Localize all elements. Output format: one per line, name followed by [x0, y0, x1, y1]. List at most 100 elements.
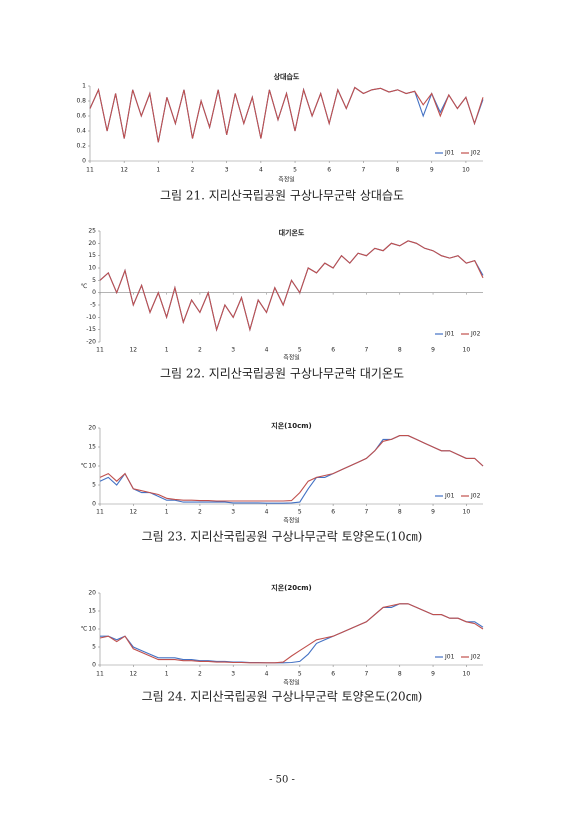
- x-tick-label: 2: [191, 167, 195, 174]
- legend-label: J02: [470, 331, 481, 338]
- x-tick-label: 6: [331, 347, 335, 354]
- chart-title: 대기온도: [279, 228, 305, 237]
- x-tick-label: 2: [198, 671, 202, 678]
- y-tick-label: 0: [82, 158, 86, 165]
- x-tick-label: 4: [265, 347, 269, 354]
- series-line: [99, 435, 484, 504]
- x-tick-label: 10: [463, 671, 471, 678]
- x-tick-label: 6: [331, 509, 335, 516]
- x-tick-label: 9: [431, 347, 435, 354]
- x-tick-label: 2: [198, 509, 202, 516]
- legend-label: J01: [444, 493, 455, 500]
- legend-label: J01: [444, 150, 455, 157]
- series-line: [99, 603, 484, 664]
- x-tick-label: 12: [129, 671, 137, 678]
- x-tick-label: 1: [165, 671, 169, 678]
- x-tick-label: 11: [96, 509, 104, 516]
- x-tick-label: 8: [398, 347, 402, 354]
- x-tick-label: 5: [298, 347, 302, 354]
- x-tick-label: 12: [129, 509, 137, 516]
- legend-label: J01: [444, 654, 455, 661]
- y-tick-label: -10: [86, 314, 96, 321]
- caption: 그림 21. 지리산국립공원 구상나무군락 상대습도: [160, 189, 404, 203]
- x-tick-label: 1: [156, 167, 160, 174]
- caption: 그림 22. 지리산국립공원 구상나무군락 대기온도: [160, 367, 404, 381]
- caption: 그림 24. 지리산국립공원 구상나무군락 토양온도(20㎝): [142, 690, 423, 704]
- y-tick-label: -15: [86, 326, 96, 333]
- x-tick-label: 1: [165, 347, 169, 354]
- y-tick-label: 5: [92, 482, 96, 489]
- x-axis-title: 측정일: [278, 176, 295, 184]
- y-tick-label: 0: [92, 662, 96, 669]
- x-tick-label: 12: [129, 347, 137, 354]
- legend-label: J02: [470, 493, 481, 500]
- series-line: [99, 240, 484, 332]
- x-tick-label: 11: [96, 671, 104, 678]
- x-tick-label: 8: [396, 167, 400, 174]
- y-tick-label: 5: [92, 644, 96, 651]
- x-tick-label: 12: [120, 167, 128, 174]
- x-tick-label: 9: [430, 167, 434, 174]
- x-tick-label: 10: [463, 509, 471, 516]
- x-tick-label: 7: [365, 347, 369, 354]
- x-tick-label: 10: [463, 347, 471, 354]
- chart-title: 지온(10cm): [271, 421, 311, 430]
- y-tick-label: 15: [88, 252, 96, 259]
- x-tick-label: 11: [86, 167, 94, 174]
- x-tick-label: 3: [225, 167, 229, 174]
- x-tick-label: 9: [431, 671, 435, 678]
- y-tick-label: 5: [92, 277, 96, 284]
- y-tick-label: 10: [88, 463, 96, 470]
- x-tick-label: 7: [365, 671, 369, 678]
- legend-label: J02: [470, 654, 481, 661]
- legend-label: J02: [470, 150, 481, 157]
- y-axis-title: ℃: [81, 463, 88, 470]
- legend-label: J01: [444, 331, 455, 338]
- x-tick-label: 7: [365, 509, 369, 516]
- x-axis-title: 측정일: [283, 517, 300, 525]
- y-tick-label: 0: [92, 501, 96, 508]
- series-line: [99, 435, 484, 502]
- y-tick-label: -20: [86, 339, 96, 346]
- series-line: [100, 603, 484, 664]
- y-tick-label: 0.4: [76, 128, 86, 135]
- y-tick-label: 0: [92, 289, 96, 296]
- y-tick-label: 15: [88, 608, 96, 615]
- y-tick-label: 1: [82, 83, 86, 90]
- caption: 그림 23. 지리산국립공원 구상나무군락 토양온도(10㎝): [142, 530, 423, 544]
- x-tick-label: 4: [265, 671, 269, 678]
- y-tick-label: 0.2: [76, 143, 86, 150]
- y-tick-label: 10: [88, 626, 96, 633]
- y-tick-label: 20: [88, 425, 96, 432]
- x-tick-label: 3: [231, 509, 235, 516]
- x-axis-title: 측정일: [283, 679, 300, 687]
- y-tick-label: 20: [88, 240, 96, 247]
- x-tick-label: 1: [165, 509, 169, 516]
- x-tick-label: 5: [298, 509, 302, 516]
- x-axis-title: 측정일: [283, 354, 300, 362]
- x-tick-label: 5: [293, 167, 297, 174]
- x-tick-label: 5: [298, 671, 302, 678]
- y-axis-title: ℃: [81, 626, 88, 633]
- x-tick-label: 6: [327, 167, 331, 174]
- x-tick-label: 3: [231, 671, 235, 678]
- x-tick-label: 4: [259, 167, 263, 174]
- y-tick-label: 0.6: [76, 113, 86, 120]
- x-tick-label: 9: [431, 509, 435, 516]
- x-tick-label: 8: [398, 671, 402, 678]
- x-tick-label: 6: [331, 671, 335, 678]
- chart-title: 지온(20cm): [271, 583, 311, 592]
- y-tick-label: 10: [88, 265, 96, 272]
- page-number: - 50 -: [269, 775, 295, 786]
- y-axis-title: ℃: [81, 283, 88, 290]
- x-tick-label: 10: [462, 167, 470, 174]
- y-tick-label: 25: [88, 228, 96, 235]
- chart-title: 상대습도: [274, 72, 300, 81]
- series-line: [99, 240, 484, 332]
- x-tick-label: 2: [198, 347, 202, 354]
- y-tick-label: -5: [90, 302, 96, 309]
- x-tick-label: 4: [265, 509, 269, 516]
- series-line: [89, 86, 484, 143]
- y-tick-label: 15: [88, 444, 96, 451]
